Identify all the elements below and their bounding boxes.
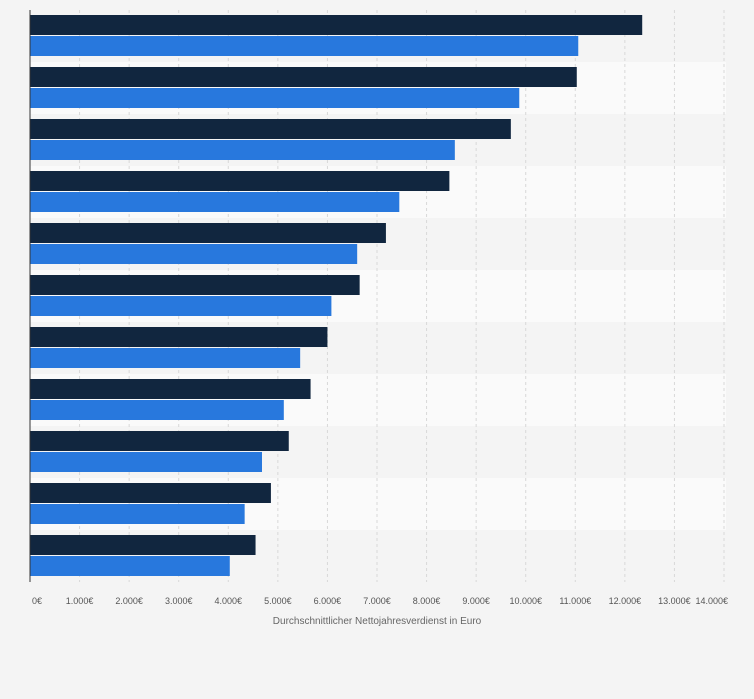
bar[interactable] <box>30 348 301 368</box>
bar[interactable] <box>30 327 328 347</box>
x-tick-label: 4.000€ <box>215 596 243 606</box>
bar[interactable] <box>30 140 455 160</box>
bar[interactable] <box>30 119 511 139</box>
x-tick-label: 10.000€ <box>509 596 542 606</box>
bar[interactable] <box>30 275 360 295</box>
bar[interactable] <box>30 535 256 555</box>
bar[interactable] <box>30 556 230 576</box>
x-tick-label: 12.000€ <box>609 596 642 606</box>
x-tick-label: 2.000€ <box>115 596 143 606</box>
x-tick-label: 13.000€ <box>658 596 691 606</box>
x-tick-label: 5.000€ <box>264 596 292 606</box>
bar[interactable] <box>30 504 245 524</box>
bar[interactable] <box>30 67 577 87</box>
x-tick-label: 0€ <box>32 596 42 606</box>
x-tick-label: 11.000€ <box>559 596 591 606</box>
x-tick-labels: 0€ 1.000€ 2.000€ 3.000€ 4.000€ 5.000€ 6.000€ 7.… <box>32 596 728 606</box>
x-tick-label: 14.000€ <box>695 596 728 606</box>
bar[interactable] <box>30 452 262 472</box>
bars <box>30 15 643 576</box>
bar[interactable] <box>30 36 579 56</box>
x-tick-label: 1.000€ <box>66 596 94 606</box>
bar[interactable] <box>30 483 271 503</box>
bar[interactable] <box>30 431 289 451</box>
x-axis-label: Durchschnittlicher Nettojahresverdienst … <box>273 616 482 627</box>
x-tick-label: 3.000€ <box>165 596 193 606</box>
x-tick-label: 7.000€ <box>363 596 391 606</box>
bar[interactable] <box>30 379 311 399</box>
bar[interactable] <box>30 15 643 35</box>
bar[interactable] <box>30 171 450 191</box>
x-tick-label: 6.000€ <box>314 596 342 606</box>
bar[interactable] <box>30 400 284 420</box>
x-tick-label: 8.000€ <box>413 596 441 606</box>
bar[interactable] <box>30 88 520 108</box>
bar[interactable] <box>30 244 358 264</box>
bar[interactable] <box>30 296 332 316</box>
bar[interactable] <box>30 192 400 212</box>
bar[interactable] <box>30 223 386 243</box>
x-tick-label: 9.000€ <box>462 596 490 606</box>
